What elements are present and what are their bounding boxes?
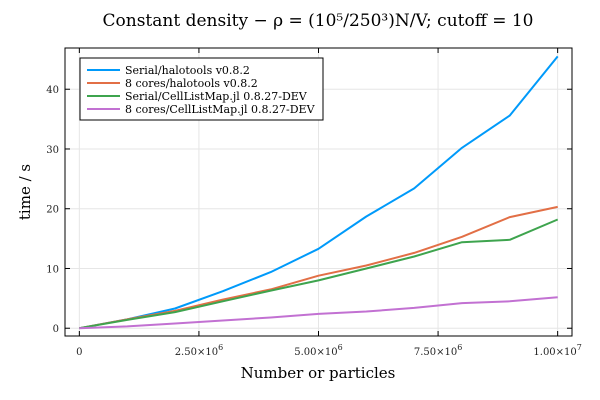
chart-title: Constant density − ρ = (10⁵/250³)N/V; cu… xyxy=(103,11,534,31)
y-tick-label: 40 xyxy=(46,85,59,96)
y-tick-label: 30 xyxy=(46,145,59,156)
x-tick-label: 7.50×106 xyxy=(414,343,462,358)
x-axis-label: Number or particles xyxy=(241,364,396,382)
legend-entry: Serial/halotools v0.8.2 xyxy=(125,64,250,77)
y-tick-label: 10 xyxy=(46,264,59,275)
x-tick-label: 1.00×107 xyxy=(533,343,581,358)
series-lines xyxy=(79,55,559,330)
x-tick-label: 5.00×106 xyxy=(294,343,342,358)
x-tick-label: 0 xyxy=(76,347,82,358)
legend: Serial/halotools v0.8.28 cores/halotools… xyxy=(79,57,324,121)
y-axis-label: time / s xyxy=(16,164,34,220)
axis-ticks: 0 2.50×106 5.00×106 7.50×106 1.00×107 0 10 20 30… xyxy=(46,48,582,358)
series-line-1 xyxy=(79,55,559,330)
y-tick-label: 0 xyxy=(53,324,59,335)
series-line-4 xyxy=(79,296,558,330)
legend-box xyxy=(79,57,324,121)
series-line-3 xyxy=(79,218,559,330)
legend-entry: 8 cores/halotools v0.8.2 xyxy=(125,77,258,90)
legend-entry: 8 cores/CellListMap.jl 0.8.27-DEV xyxy=(125,103,316,116)
y-tick-label: 20 xyxy=(46,205,59,216)
legend-entry: Serial/CellListMap.jl 0.8.27-DEV xyxy=(125,90,308,103)
x-tick-label: 2.50×106 xyxy=(175,343,223,358)
